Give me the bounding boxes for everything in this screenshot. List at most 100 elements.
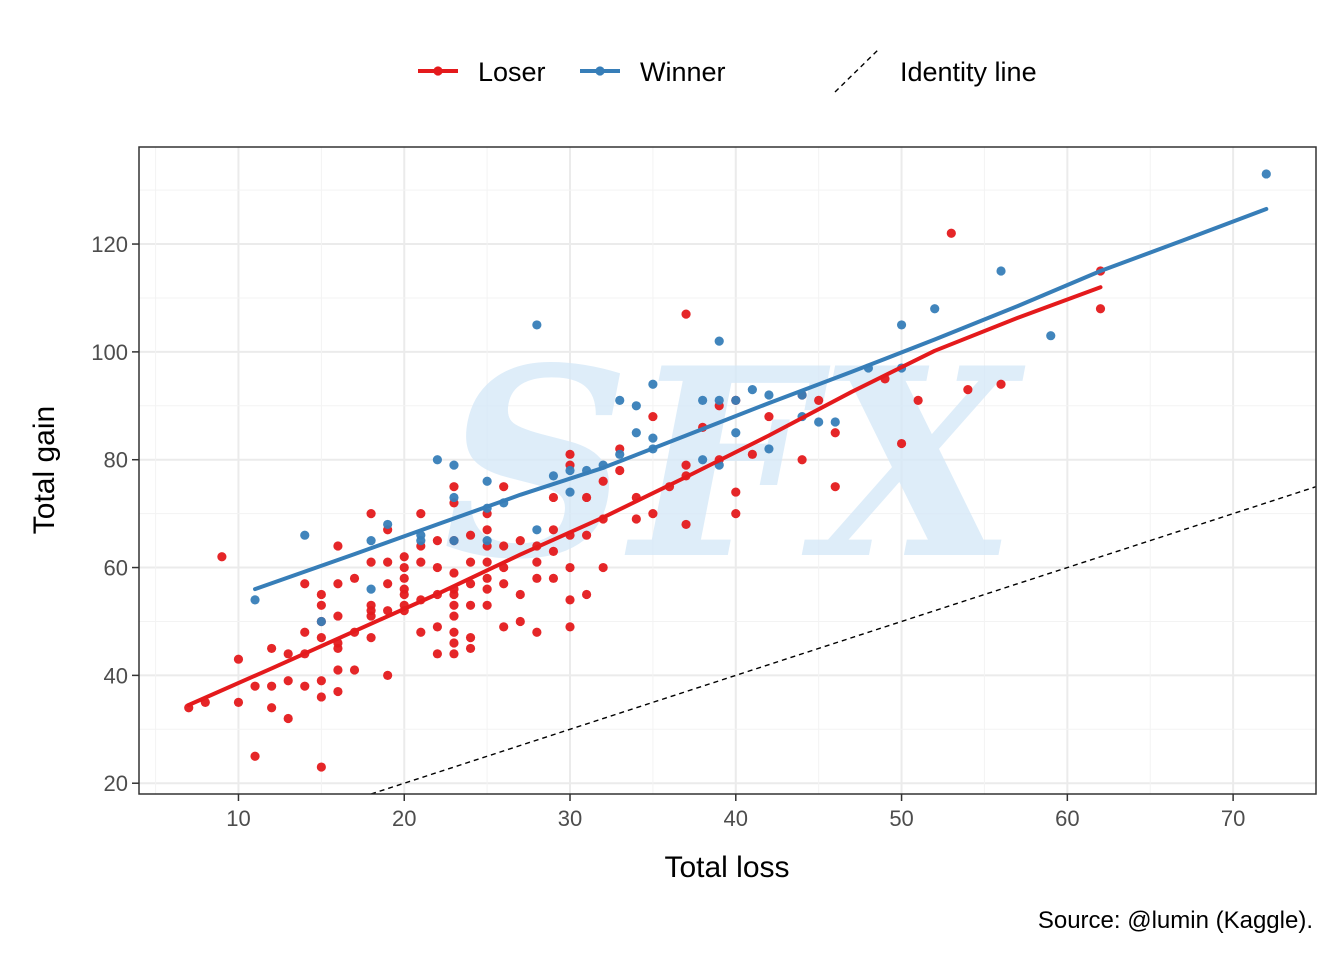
loser-point <box>532 557 542 567</box>
winner-point <box>631 428 641 438</box>
winner-point <box>449 535 459 546</box>
loser-point <box>963 385 973 395</box>
legend-key-winner-dot <box>595 66 605 76</box>
loser-point <box>532 573 542 583</box>
loser-point <box>449 611 459 621</box>
loser-point <box>482 525 492 535</box>
loser-point <box>465 633 476 643</box>
loser-point <box>383 557 393 567</box>
legend-label-loser: Loser <box>478 57 546 87</box>
loser-point <box>581 530 592 540</box>
loser-point <box>250 681 260 691</box>
winner-point <box>250 595 260 605</box>
x-tick-label: 30 <box>558 806 582 831</box>
loser-point <box>830 482 840 492</box>
winner-point <box>449 492 459 503</box>
winner-point <box>814 417 824 427</box>
loser-point <box>681 309 691 319</box>
loser-point <box>631 514 641 524</box>
winner-point <box>565 487 575 497</box>
loser-point <box>449 482 459 492</box>
loser-point <box>316 762 326 772</box>
loser-point <box>333 643 343 654</box>
loser-point <box>515 616 525 627</box>
loser-point <box>217 552 227 562</box>
loser-point <box>449 589 459 600</box>
loser-point <box>449 649 459 659</box>
loser-point <box>449 627 459 637</box>
loser-point <box>333 686 343 697</box>
loser-point <box>681 519 691 530</box>
winner-point <box>1046 331 1056 341</box>
y-axis-title: Total gain <box>28 406 61 534</box>
winner-point <box>896 320 907 330</box>
loser-point <box>432 622 442 632</box>
loser-point <box>349 573 360 583</box>
winner-point <box>747 385 757 395</box>
y-tick-label: 100 <box>91 340 128 365</box>
loser-point <box>814 395 824 406</box>
loser-point <box>598 476 608 486</box>
loser-point <box>366 557 376 567</box>
y-tick-label: 40 <box>104 663 128 688</box>
loser-point <box>548 573 559 583</box>
loser-point <box>449 600 459 610</box>
legend: Loser Winner Identity line <box>418 47 1037 93</box>
loser-point <box>399 589 409 600</box>
winner-point <box>532 525 542 535</box>
plot-panel-border <box>138 146 1317 795</box>
winner-point <box>764 444 774 454</box>
loser-point <box>316 589 326 600</box>
loser-point <box>465 600 476 610</box>
loser-point <box>548 525 559 535</box>
x-tick-label: 50 <box>889 806 913 831</box>
loser-point <box>366 509 376 519</box>
loser-point <box>300 681 310 691</box>
winner-point <box>615 449 625 459</box>
plot-panel <box>139 147 1316 794</box>
loser-point <box>581 492 592 503</box>
loser-point <box>416 627 426 637</box>
loser-point <box>449 568 459 578</box>
loser-point <box>316 676 326 686</box>
winner-point <box>548 471 559 481</box>
loser-point <box>830 428 840 438</box>
x-axis-title: Total loss <box>664 851 789 884</box>
winner-point <box>482 476 492 486</box>
winner-point <box>714 395 724 406</box>
x-tick-label: 10 <box>226 806 250 831</box>
loser-point <box>283 713 293 724</box>
winner-point <box>1261 169 1271 179</box>
winner-point <box>930 304 940 314</box>
winner-point <box>764 390 774 400</box>
loser-point <box>565 622 575 632</box>
loser-point <box>349 665 360 675</box>
loser-point <box>465 530 476 540</box>
winner-point <box>698 455 708 465</box>
loser-point <box>515 535 525 546</box>
winner-point <box>698 395 708 406</box>
loser-point <box>996 379 1006 389</box>
loser-point <box>233 697 244 707</box>
loser-point <box>399 552 409 562</box>
caption: Source: @lumin (Kaggle). <box>1038 907 1313 934</box>
winner-point <box>648 433 658 443</box>
loser-point <box>267 703 277 713</box>
winner-point <box>648 379 658 389</box>
loser-point <box>532 627 542 637</box>
y-tick-label: 80 <box>104 448 128 473</box>
loser-point <box>565 449 575 459</box>
loser-point <box>233 654 244 664</box>
loser-point <box>333 579 343 589</box>
loser-point <box>548 492 559 503</box>
loser-point <box>764 411 774 422</box>
axes: 10 20 30 40 50 60 70 20 40 60 80 100 120 <box>91 232 1245 831</box>
winner-point <box>532 320 542 330</box>
watermark: SFX <box>443 312 1027 617</box>
x-tick-label: 40 <box>724 806 748 831</box>
winner-point <box>996 266 1006 276</box>
loser-point <box>250 751 260 761</box>
loser-point <box>366 611 376 621</box>
loser-point <box>267 643 277 654</box>
